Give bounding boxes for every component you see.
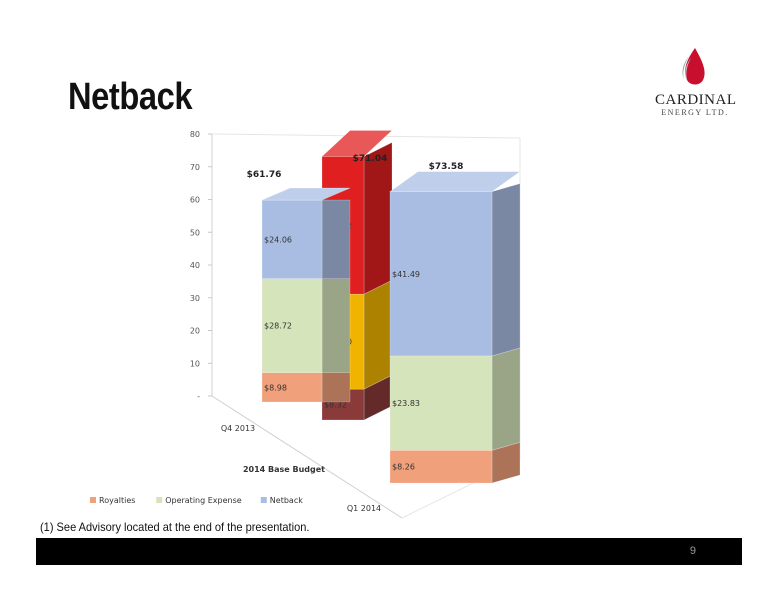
bar-side-face bbox=[363, 279, 393, 390]
total-label: $71.04 bbox=[353, 154, 388, 164]
x-category-label: Q1 2014 bbox=[347, 504, 381, 513]
bar-top-face bbox=[261, 187, 351, 201]
y-tick-label: 70 bbox=[190, 163, 200, 172]
y-tick-label: - bbox=[197, 392, 200, 401]
legend-swatch bbox=[90, 497, 96, 503]
data-label: $8.98 bbox=[264, 383, 287, 392]
page-number: 9 bbox=[689, 545, 696, 557]
y-tick-label: 10 bbox=[190, 359, 200, 368]
footnote: (1) See Advisory located at the end of t… bbox=[40, 520, 310, 534]
y-tick-label: 40 bbox=[190, 261, 200, 270]
data-label: $28.72 bbox=[264, 322, 292, 331]
y-tick-label: 30 bbox=[190, 294, 200, 303]
flame-icon bbox=[682, 48, 705, 85]
logo-subtitle: ENERGY LTD. bbox=[661, 108, 729, 117]
legend-label: Netback bbox=[270, 496, 303, 505]
data-label: $24.06 bbox=[264, 235, 292, 244]
x-category-label: 2014 Base Budget bbox=[243, 465, 325, 474]
y-tick-label: 50 bbox=[190, 228, 200, 237]
floor-left-edge bbox=[211, 395, 403, 519]
bar-top-face bbox=[389, 171, 521, 192]
x-category-label: Q4 2013 bbox=[221, 424, 255, 433]
logo-name: CARDINAL bbox=[655, 92, 737, 108]
bar-segment bbox=[389, 191, 493, 357]
y-tick-label: 20 bbox=[190, 327, 200, 336]
bar-side-face bbox=[363, 141, 393, 295]
bar-segment bbox=[261, 372, 323, 403]
data-label: $8.32 bbox=[324, 401, 347, 410]
y-tick-label: 80 bbox=[190, 130, 200, 139]
company-logo: CARDINAL ENERGY LTD. bbox=[655, 42, 737, 122]
legend-label: Royalties bbox=[99, 496, 135, 505]
footer-bar: 9 bbox=[36, 538, 742, 565]
bar-side-face bbox=[491, 183, 521, 357]
total-label: $73.58 bbox=[429, 162, 464, 172]
bar-segment bbox=[389, 355, 493, 451]
bar-segment bbox=[261, 199, 323, 280]
bar-side-face bbox=[321, 199, 351, 280]
bar-top-face bbox=[321, 130, 393, 157]
legend-swatch bbox=[156, 497, 163, 503]
legend-label: Operating Expense bbox=[165, 496, 242, 505]
bar-side-face bbox=[321, 372, 351, 403]
data-label: $23.83 bbox=[392, 399, 420, 408]
legend-swatch bbox=[260, 497, 267, 503]
bar-side-face bbox=[491, 347, 521, 451]
data-label: $41.49 bbox=[392, 270, 420, 279]
bar-segment bbox=[389, 449, 493, 484]
bar-segment bbox=[261, 278, 323, 373]
page-title: Netback bbox=[68, 76, 193, 118]
bar-side-face bbox=[321, 278, 351, 373]
data-label: $8.26 bbox=[392, 463, 415, 472]
total-label: $61.76 bbox=[247, 170, 282, 180]
y-tick-label: 60 bbox=[190, 196, 200, 205]
